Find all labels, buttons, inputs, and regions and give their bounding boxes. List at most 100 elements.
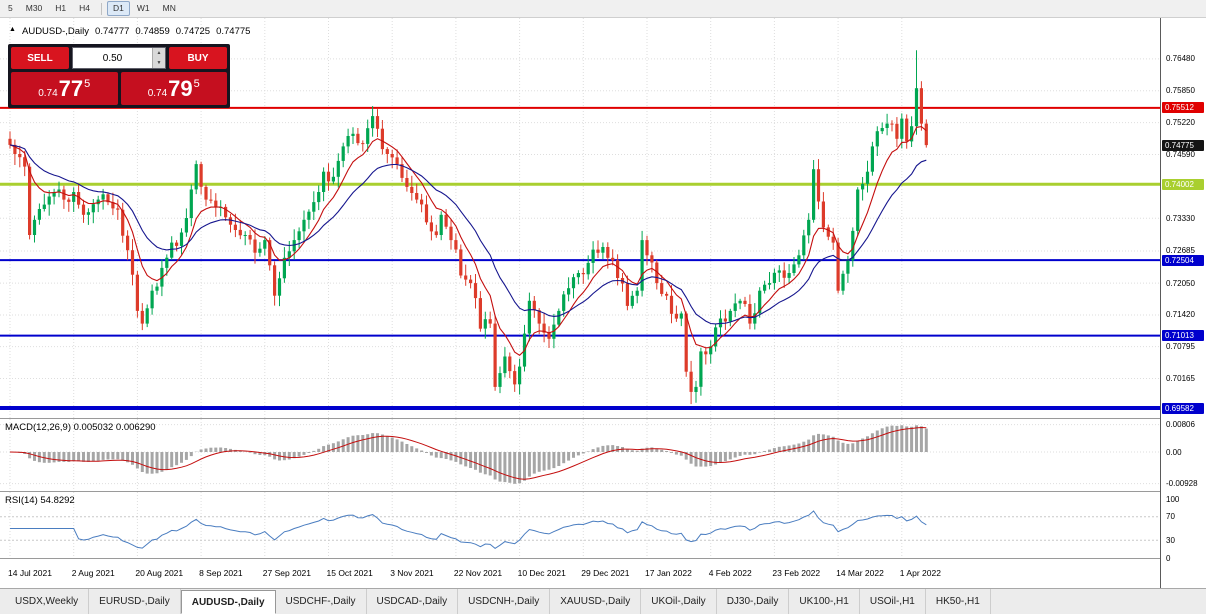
date-axis-label: 4 Feb 2022 [708, 568, 752, 578]
date-axis-label: 17 Jan 2022 [645, 568, 692, 578]
level-price-box: 0.71013 [1162, 330, 1204, 342]
price-axis-label: 0.76480 [1166, 54, 1195, 64]
grid-layer [0, 18, 1160, 418]
ohlc-low: 0.74725 [175, 26, 211, 37]
timeframe-button-mn[interactable]: MN [157, 1, 182, 16]
date-axis[interactable]: 14 Jul 2021 2 Aug 2021 20 Aug 2021 8 Sep 20… [0, 558, 1160, 588]
price-axis-label: 0.75850 [1166, 86, 1195, 96]
bid-pip-digit: 5 [84, 77, 91, 90]
current-price-box: 0.74775 [1162, 139, 1204, 151]
rsi-axis-label: 30 [1166, 535, 1175, 545]
trade-prices-row: 0.74 77 5 0.74 79 5 [11, 72, 227, 105]
macd-axis-label: 0.00 [1166, 447, 1182, 457]
date-axis-label: 20 Aug 2021 [135, 568, 184, 578]
volume-increase-button[interactable]: ▲ [153, 48, 165, 58]
price-axis-label: 0.72050 [1166, 278, 1195, 288]
rsi-chart[interactable] [0, 492, 1160, 558]
timeframe-button-m30[interactable]: M30 [20, 1, 49, 16]
macd-axis-label: 0.00806 [1166, 420, 1195, 430]
macd-signal-line [9, 426, 927, 480]
date-axis-label: 10 Dec 2021 [517, 568, 566, 578]
ask-big-digits: 79 [168, 75, 193, 101]
chart-title: AUDUSD-,Daily 0.74777 0.74859 0.74725 0.7477… [22, 26, 256, 37]
candlestick-chart[interactable] [0, 18, 1160, 418]
ask-price-display[interactable]: 0.74 79 5 [120, 72, 227, 105]
date-axis-label: 15 Oct 2021 [326, 568, 373, 578]
date-axis-label: 29 Dec 2021 [581, 568, 630, 578]
macd-title: MACD(12,26,9) 0.005032 0.006290 [5, 422, 156, 433]
trade-controls-row: SELL ▲ ▼ BUY [11, 47, 227, 69]
rsi-axis-label: 0 [1166, 553, 1171, 563]
horizontal-level-lines[interactable] [0, 106, 1160, 410]
price-axis-label: 0.71420 [1166, 310, 1195, 320]
chart-tab-usoil-h1[interactable]: USOil-,H1 [860, 589, 926, 614]
timeframe-button-w1[interactable]: W1 [131, 1, 156, 16]
bid-prefix: 0.74 [38, 87, 58, 99]
price-axis[interactable]: 0.76480 0.75850 0.75220 0.74590 0.73330 0.726… [1160, 18, 1206, 588]
ask-pip-digit: 5 [193, 77, 200, 90]
one-click-trading-panel: SELL ▲ ▼ BUY 0.74 77 5 0.74 [8, 44, 230, 108]
date-axis-label: 22 Nov 2021 [453, 568, 503, 578]
chart-tab-eurusd-daily[interactable]: EURUSD-,Daily [89, 589, 181, 614]
chart-tab-usdchf-daily[interactable]: USDCHF-,Daily [276, 589, 367, 614]
volume-decrease-button[interactable]: ▼ [153, 58, 165, 68]
bid-price-display[interactable]: 0.74 77 5 [11, 72, 118, 105]
timeframe-button-h1[interactable]: H1 [49, 1, 72, 16]
candles-layer [8, 50, 928, 405]
volume-spinner: ▲ ▼ [152, 48, 165, 68]
timeframe-button-5[interactable]: 5 [2, 1, 19, 16]
bid-big-digits: 77 [58, 75, 84, 101]
date-axis-label: 14 Mar 2022 [836, 568, 884, 578]
ma-fast-line [9, 126, 927, 357]
volume-input[interactable] [73, 48, 152, 68]
chart-tab-uk100-h1[interactable]: UK100-,H1 [789, 589, 860, 614]
toolbar-separator [101, 2, 103, 15]
date-axis-label: 27 Sep 2021 [262, 568, 312, 578]
timeframe-button-d1[interactable]: D1 [107, 1, 130, 16]
price-axis-label: 0.75220 [1166, 118, 1195, 128]
level-price-box: 0.72504 [1162, 254, 1204, 266]
level-price-box: 0.75512 [1162, 102, 1204, 114]
chart-window: ▲ AUDUSD-,Daily 0.74777 0.74859 0.74725 0.74… [0, 18, 1206, 588]
macd-chart[interactable] [0, 419, 1160, 491]
chart-tab-usdcad-daily[interactable]: USDCAD-,Daily [367, 589, 459, 614]
rsi-title: RSI(14) 54.8292 [5, 495, 75, 506]
macd-subwindow: MACD(12,26,9) 0.005032 0.006290 [0, 418, 1160, 491]
buy-button[interactable]: BUY [169, 47, 227, 69]
date-axis-label: 23 Feb 2022 [772, 568, 821, 578]
timeframe-button-h4[interactable]: H4 [73, 1, 96, 16]
ohlc-open: 0.74777 [95, 26, 130, 37]
date-axis-label: 8 Sep 2021 [199, 568, 243, 578]
price-axis-label: 0.72685 [1166, 246, 1195, 256]
ma-slow-line [9, 144, 927, 325]
chart-tab-hk50-h1[interactable]: HK50-,H1 [926, 589, 991, 614]
date-axis-label: 14 Jul 2021 [8, 568, 52, 578]
price-axis-label: 0.70795 [1166, 342, 1195, 352]
chart-tab-ukoil-daily[interactable]: UKOil-,Daily [641, 589, 717, 614]
rsi-line [10, 510, 927, 550]
collapse-trade-panel-icon[interactable]: ▲ [9, 26, 16, 33]
price-axis-label: 0.70165 [1166, 374, 1195, 384]
price-axis-label: 0.74590 [1166, 150, 1195, 160]
date-axis-label: 3 Nov 2021 [390, 568, 434, 578]
volume-control: ▲ ▼ [72, 47, 166, 69]
chart-tab-usdcnh-daily[interactable]: USDCNH-,Daily [458, 589, 551, 614]
date-axis-label: 1 Apr 2022 [899, 568, 941, 578]
symbol-period-label: AUDUSD-,Daily [22, 26, 90, 37]
rsi-subwindow: RSI(14) 54.8292 [0, 491, 1160, 558]
chart-tab-xauusd-daily[interactable]: XAUUSD-,Daily [550, 589, 642, 614]
level-price-box: 0.74002 [1162, 178, 1204, 190]
macd-axis-label: -0.00928 [1166, 479, 1198, 489]
macd-histogram [13, 425, 928, 484]
chart-tab-audusd-daily[interactable]: AUDUSD-,Daily [180, 590, 276, 614]
chart-tab-dj30-daily[interactable]: DJ30-,Daily [717, 589, 790, 614]
rsi-axis-label: 70 [1166, 512, 1175, 522]
ask-prefix: 0.74 [147, 87, 168, 99]
chart-tab-usdx-weekly[interactable]: USDX,Weekly [5, 589, 90, 614]
price-axis-label: 0.73330 [1166, 213, 1195, 223]
sell-button[interactable]: SELL [11, 47, 69, 69]
rsi-axis-label: 100 [1166, 494, 1180, 504]
ohlc-high: 0.74859 [135, 26, 170, 37]
ohlc-close: 0.74775 [216, 26, 251, 37]
